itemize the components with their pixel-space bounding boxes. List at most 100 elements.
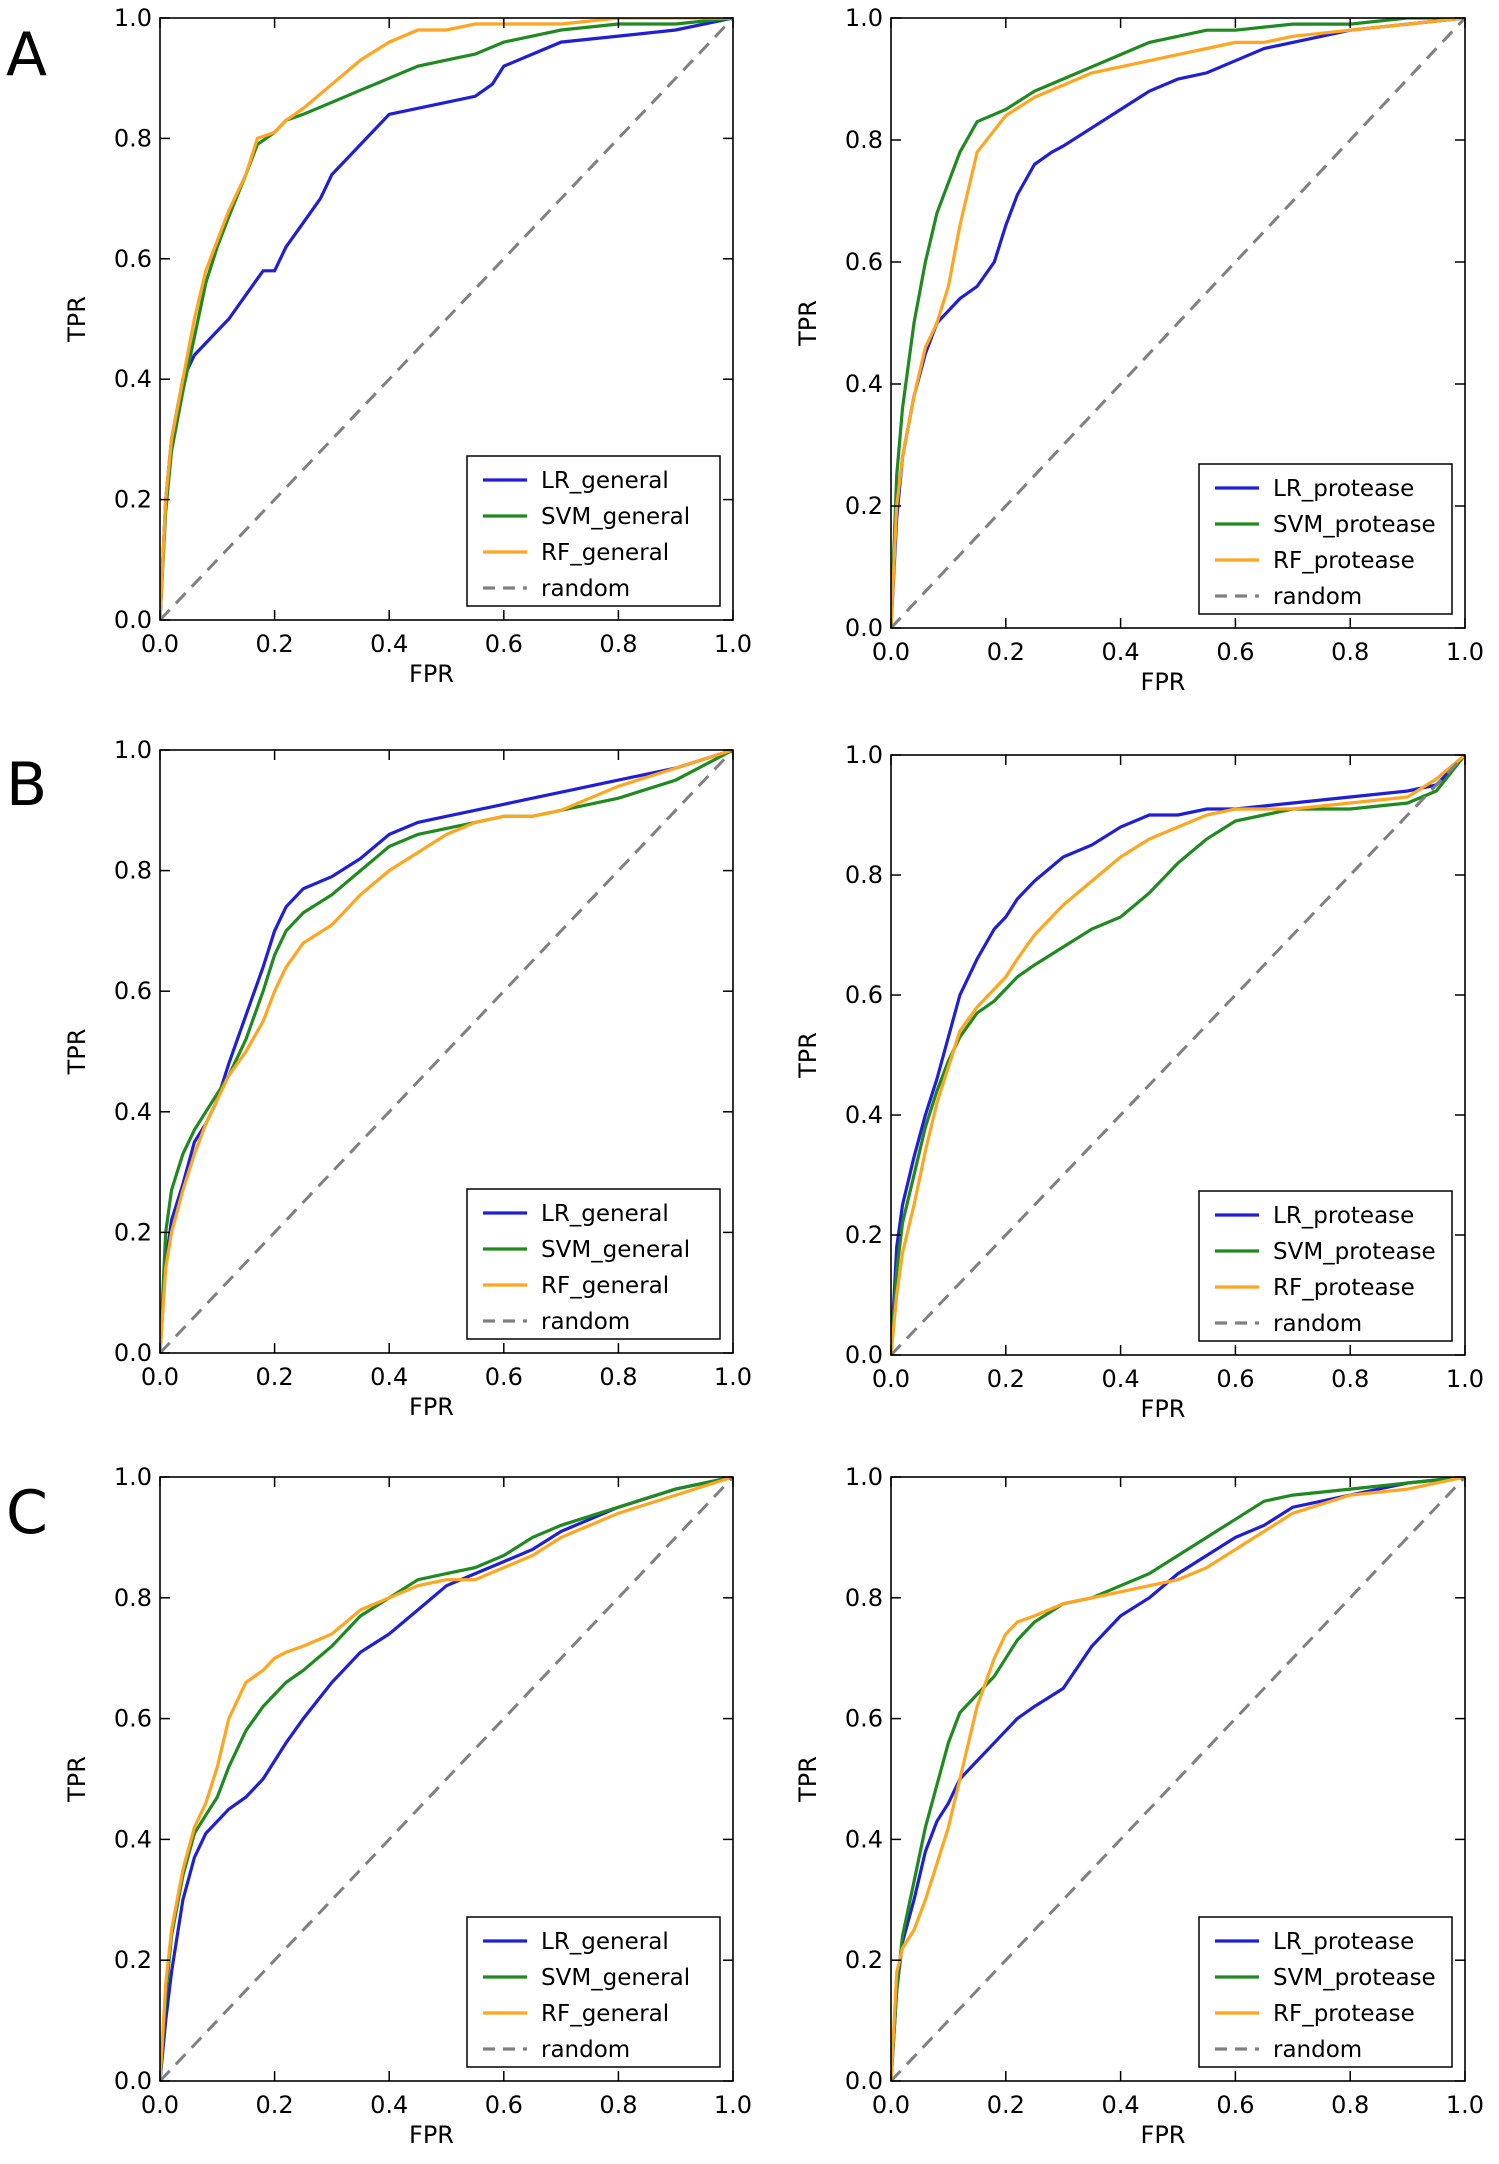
- y-tick-label: 0.4: [845, 1101, 883, 1129]
- y-tick-label: 1.0: [845, 1463, 883, 1491]
- legend-label: RF_protease: [1273, 1275, 1415, 1301]
- y-tick-label: 0.6: [845, 981, 883, 1009]
- roc-chart-6: 0.0 0.2 0.4 0.6 0.8 1.0 0.0 0.2 0.4 0.6 0.8 1.0 FPR T…: [794, 1463, 1484, 2149]
- y-tick-label: 0.6: [845, 1705, 883, 1733]
- series-line-lr-protease: [891, 18, 1465, 628]
- x-axis-label: FPR: [409, 660, 454, 688]
- x-tick-label: 0.0: [872, 1365, 910, 1393]
- x-tick-label: 0.2: [256, 1363, 294, 1391]
- y-tick-label: 0.2: [114, 1218, 152, 1246]
- y-tick-label: 0.4: [114, 1825, 152, 1853]
- series-line-random: [160, 1477, 733, 2081]
- y-tick-label: 0.6: [845, 248, 883, 276]
- y-axis-label: TPR: [63, 1029, 91, 1076]
- series-line-random: [891, 18, 1465, 628]
- y-axis-label: TPR: [63, 1756, 91, 1803]
- y-tick-label: 0.0: [114, 1339, 152, 1367]
- legend-label: LR_protease: [1273, 1203, 1414, 1229]
- x-tick-label: 0.4: [1102, 1365, 1140, 1393]
- x-tick-label: 0.4: [1102, 638, 1140, 666]
- plot-frame: [159, 1476, 734, 2082]
- legend-label: random: [541, 1309, 630, 1335]
- legend-label: LR_protease: [1273, 1929, 1414, 1955]
- y-tick-label: 0.4: [845, 1825, 883, 1853]
- legend-label: SVM_general: [541, 504, 690, 530]
- y-tick-label: 0.8: [114, 857, 152, 885]
- x-tick-label: 0.0: [141, 630, 179, 658]
- x-tick-label: 1.0: [714, 630, 752, 658]
- y-tick-label: 0.2: [114, 1946, 152, 1974]
- series-line-rf-general: [160, 750, 733, 1353]
- series-line-random: [160, 750, 733, 1353]
- roc-chart-1: 0.0 0.2 0.4 0.6 0.8 1.0 0.0 0.2 0.4 0.6 0.8 1.0 FPR T…: [63, 4, 752, 688]
- y-axis-label: TPR: [63, 296, 91, 343]
- x-tick-label: 0.0: [872, 638, 910, 666]
- x-tick-label: 1.0: [714, 2091, 752, 2119]
- y-tick-label: 0.4: [845, 370, 883, 398]
- series-line-lr-general: [160, 1477, 733, 2081]
- x-tick-label: 0.2: [987, 2091, 1025, 2119]
- y-tick-label: 0.8: [845, 1584, 883, 1612]
- roc-chart-2: 0.0 0.2 0.4 0.6 0.8 1.0 0.0 0.2 0.4 0.6 0.8 1.0 FPR T…: [794, 4, 1484, 696]
- legend-label: random: [541, 2037, 630, 2063]
- y-tick-label: 0.0: [114, 606, 152, 634]
- x-axis-label: FPR: [1141, 668, 1186, 696]
- y-tick-label: 1.0: [845, 4, 883, 32]
- y-tick-label: 0.8: [845, 861, 883, 889]
- plot-frame: [159, 749, 734, 1354]
- legend-label: RF_protease: [1273, 2001, 1415, 2027]
- x-tick-label: 1.0: [1446, 1365, 1484, 1393]
- y-axis-label: TPR: [794, 1756, 822, 1803]
- y-tick-label: 0.4: [114, 365, 152, 393]
- x-tick-label: 0.4: [370, 630, 408, 658]
- x-tick-label: 0.6: [1216, 2091, 1254, 2119]
- plot-frame: [890, 754, 1466, 1356]
- x-axis-label: FPR: [409, 1393, 454, 1421]
- series-line-lr-protease: [891, 755, 1465, 1355]
- x-tick-label: 0.4: [370, 2091, 408, 2119]
- series-line-lr-general: [160, 18, 733, 620]
- y-tick-label: 0.2: [845, 1946, 883, 1974]
- panel-label-a: A: [6, 20, 47, 90]
- y-tick-label: 0.6: [114, 1705, 152, 1733]
- x-tick-label: 1.0: [1446, 638, 1484, 666]
- x-axis-label: FPR: [1141, 2121, 1186, 2149]
- series-line-random: [891, 755, 1465, 1355]
- legend-label: LR_general: [541, 1929, 669, 1955]
- x-tick-label: 1.0: [714, 1363, 752, 1391]
- roc-chart-4: 0.0 0.2 0.4 0.6 0.8 1.0 0.0 0.2 0.4 0.6 0.8 1.0 FPR T…: [794, 741, 1484, 1423]
- x-tick-label: 0.2: [256, 630, 294, 658]
- x-tick-label: 0.6: [485, 1363, 523, 1391]
- x-tick-label: 0.4: [370, 1363, 408, 1391]
- series-line-rf-general: [160, 18, 733, 620]
- series-line-svm-general: [160, 1477, 733, 2081]
- x-tick-label: 0.8: [599, 2091, 637, 2119]
- panel-label-c: C: [6, 1478, 48, 1548]
- x-tick-label: 0.6: [1216, 638, 1254, 666]
- legend-label: random: [1273, 584, 1362, 610]
- x-tick-label: 0.2: [987, 1365, 1025, 1393]
- x-tick-label: 0.8: [1331, 1365, 1369, 1393]
- y-tick-label: 1.0: [114, 736, 152, 764]
- legend-label: SVM_general: [541, 1965, 690, 1991]
- x-tick-label: 0.0: [872, 2091, 910, 2119]
- y-tick-label: 1.0: [114, 4, 152, 32]
- y-tick-label: 0.0: [845, 1341, 883, 1369]
- y-tick-label: 0.8: [845, 126, 883, 154]
- x-tick-label: 0.8: [599, 1363, 637, 1391]
- series-line-rf-general: [160, 1477, 733, 2081]
- roc-chart-5: 0.0 0.2 0.4 0.6 0.8 1.0 0.0 0.2 0.4 0.6 0.8 1.0 FPR T…: [63, 1463, 752, 2149]
- x-tick-label: 1.0: [1446, 2091, 1484, 2119]
- y-tick-label: 0.4: [114, 1098, 152, 1126]
- series-line-svm-protease: [891, 1477, 1465, 2081]
- series-line-rf-protease: [891, 1477, 1465, 2081]
- legend-label: LR_general: [541, 468, 669, 494]
- legend-label: random: [1273, 2037, 1362, 2063]
- series-line-svm-general: [160, 18, 733, 620]
